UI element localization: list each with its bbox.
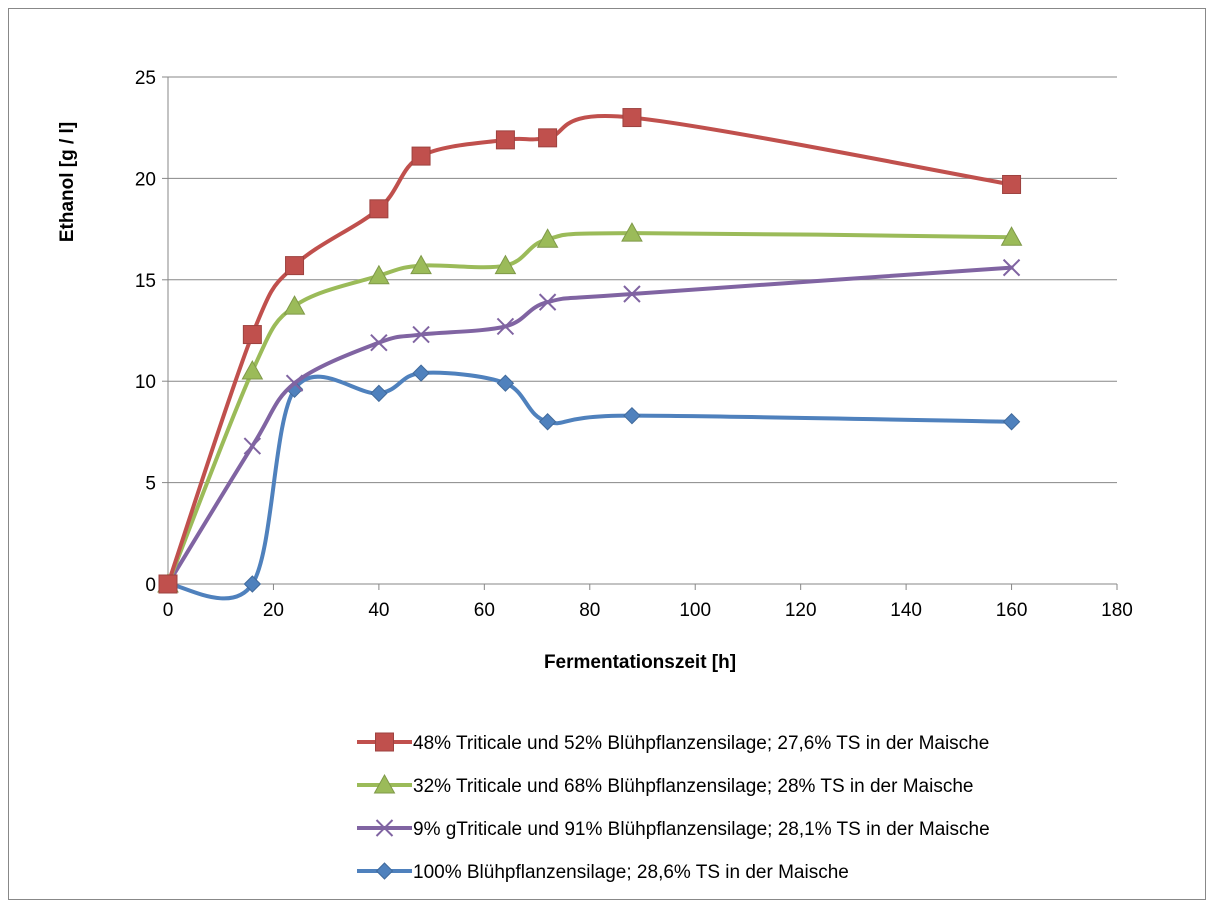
marker-stroke bbox=[285, 374, 304, 392]
data-point bbox=[538, 293, 557, 311]
data-point bbox=[495, 130, 515, 150]
data-point bbox=[241, 360, 264, 380]
y-tick-label: 10 bbox=[135, 372, 156, 393]
data-point bbox=[285, 374, 304, 392]
x-tick-label: 40 bbox=[368, 600, 389, 621]
data-point bbox=[1002, 258, 1021, 277]
data-point bbox=[1002, 413, 1021, 431]
legend-item-4: 100% Blühpflanzensilage; 28,6% TS in der… bbox=[357, 862, 849, 883]
data-point bbox=[621, 222, 643, 242]
marker-stroke bbox=[243, 437, 262, 455]
data-point bbox=[623, 285, 641, 303]
legend-label: 100% Blühpflanzensilage; 28,6% TS in der… bbox=[413, 862, 849, 883]
legend-label: 9% gTriticale und 91% Blühpflanzensilage… bbox=[413, 819, 990, 840]
data-point bbox=[370, 333, 388, 352]
legend: 48% Triticale und 52% Blühpflanzensilage… bbox=[357, 732, 990, 883]
data-point bbox=[412, 325, 430, 344]
x-tick-label: 20 bbox=[263, 600, 284, 621]
legend-item-2: 32% Triticale und 68% Blühpflanzensilage… bbox=[357, 773, 973, 797]
data-point bbox=[369, 199, 389, 219]
data-point bbox=[622, 108, 642, 128]
series-1 bbox=[158, 108, 1022, 594]
x-axis-title: Fermentationszeit [h] bbox=[544, 652, 736, 673]
data-point bbox=[410, 254, 432, 275]
data-point bbox=[538, 413, 557, 431]
data-point bbox=[243, 437, 262, 455]
data-point bbox=[411, 146, 431, 166]
marker-stroke bbox=[623, 285, 641, 303]
x-tick-label: 60 bbox=[474, 600, 495, 621]
data-point bbox=[1002, 174, 1022, 194]
y-tick-label: 0 bbox=[145, 575, 156, 596]
data-point bbox=[283, 295, 306, 315]
y-tick-label: 5 bbox=[145, 474, 156, 495]
x-tick-label: 120 bbox=[785, 600, 817, 621]
legend-item-1: 48% Triticale und 52% Blühpflanzensilage… bbox=[357, 732, 989, 754]
data-point bbox=[243, 575, 262, 593]
data-point bbox=[1000, 226, 1023, 246]
legend-swatch-marker bbox=[375, 732, 394, 752]
data-point bbox=[368, 264, 390, 285]
marker-stroke bbox=[538, 293, 557, 311]
data-point bbox=[538, 128, 558, 148]
data-point bbox=[285, 256, 305, 276]
data-point bbox=[496, 374, 515, 392]
chart-border bbox=[8, 8, 1206, 900]
marker-stroke bbox=[412, 325, 430, 344]
tick-labels: 0 5 10 15 20 25 0 20 40 60 80 100 120 140 160 180 bbox=[135, 68, 1133, 621]
y-tick-label: 25 bbox=[135, 68, 156, 89]
x-tick-label: 80 bbox=[579, 600, 600, 621]
x-tick-label: 140 bbox=[890, 600, 922, 621]
marker-stroke bbox=[1002, 258, 1021, 277]
x-tick-label: 160 bbox=[996, 600, 1028, 621]
legend-label: 32% Triticale und 68% Blühpflanzensilage… bbox=[413, 776, 973, 797]
series-group bbox=[157, 108, 1023, 601]
x-tick-label: 0 bbox=[163, 600, 174, 621]
y-tick-label: 15 bbox=[135, 271, 156, 292]
data-point bbox=[242, 325, 262, 345]
data-point bbox=[494, 254, 517, 275]
legend-label: 48% Triticale und 52% Blühpflanzensilage… bbox=[413, 733, 989, 754]
gridlines bbox=[168, 76, 1117, 484]
series-line-3 bbox=[166, 265, 1014, 586]
legend-swatch-marker bbox=[375, 862, 394, 880]
legend-swatch-marker bbox=[373, 773, 396, 794]
y-tick-label: 20 bbox=[135, 169, 156, 190]
data-point bbox=[536, 228, 559, 248]
data-point bbox=[496, 317, 515, 336]
legend-item-3: 9% gTriticale und 91% Blühpflanzensilage… bbox=[357, 819, 990, 840]
x-tick-label: 180 bbox=[1101, 600, 1133, 621]
marker-stroke bbox=[370, 333, 388, 352]
data-point bbox=[158, 574, 178, 594]
data-point bbox=[412, 364, 430, 382]
data-point bbox=[623, 406, 641, 425]
marker-stroke bbox=[375, 819, 394, 837]
x-tick-label: 100 bbox=[679, 600, 711, 621]
series-line-4 bbox=[166, 370, 1014, 601]
marker-stroke bbox=[496, 317, 515, 336]
legend-swatch-marker bbox=[375, 819, 394, 837]
y-axis-title: Ethanol [g / l] bbox=[57, 122, 78, 242]
data-point bbox=[370, 384, 388, 403]
